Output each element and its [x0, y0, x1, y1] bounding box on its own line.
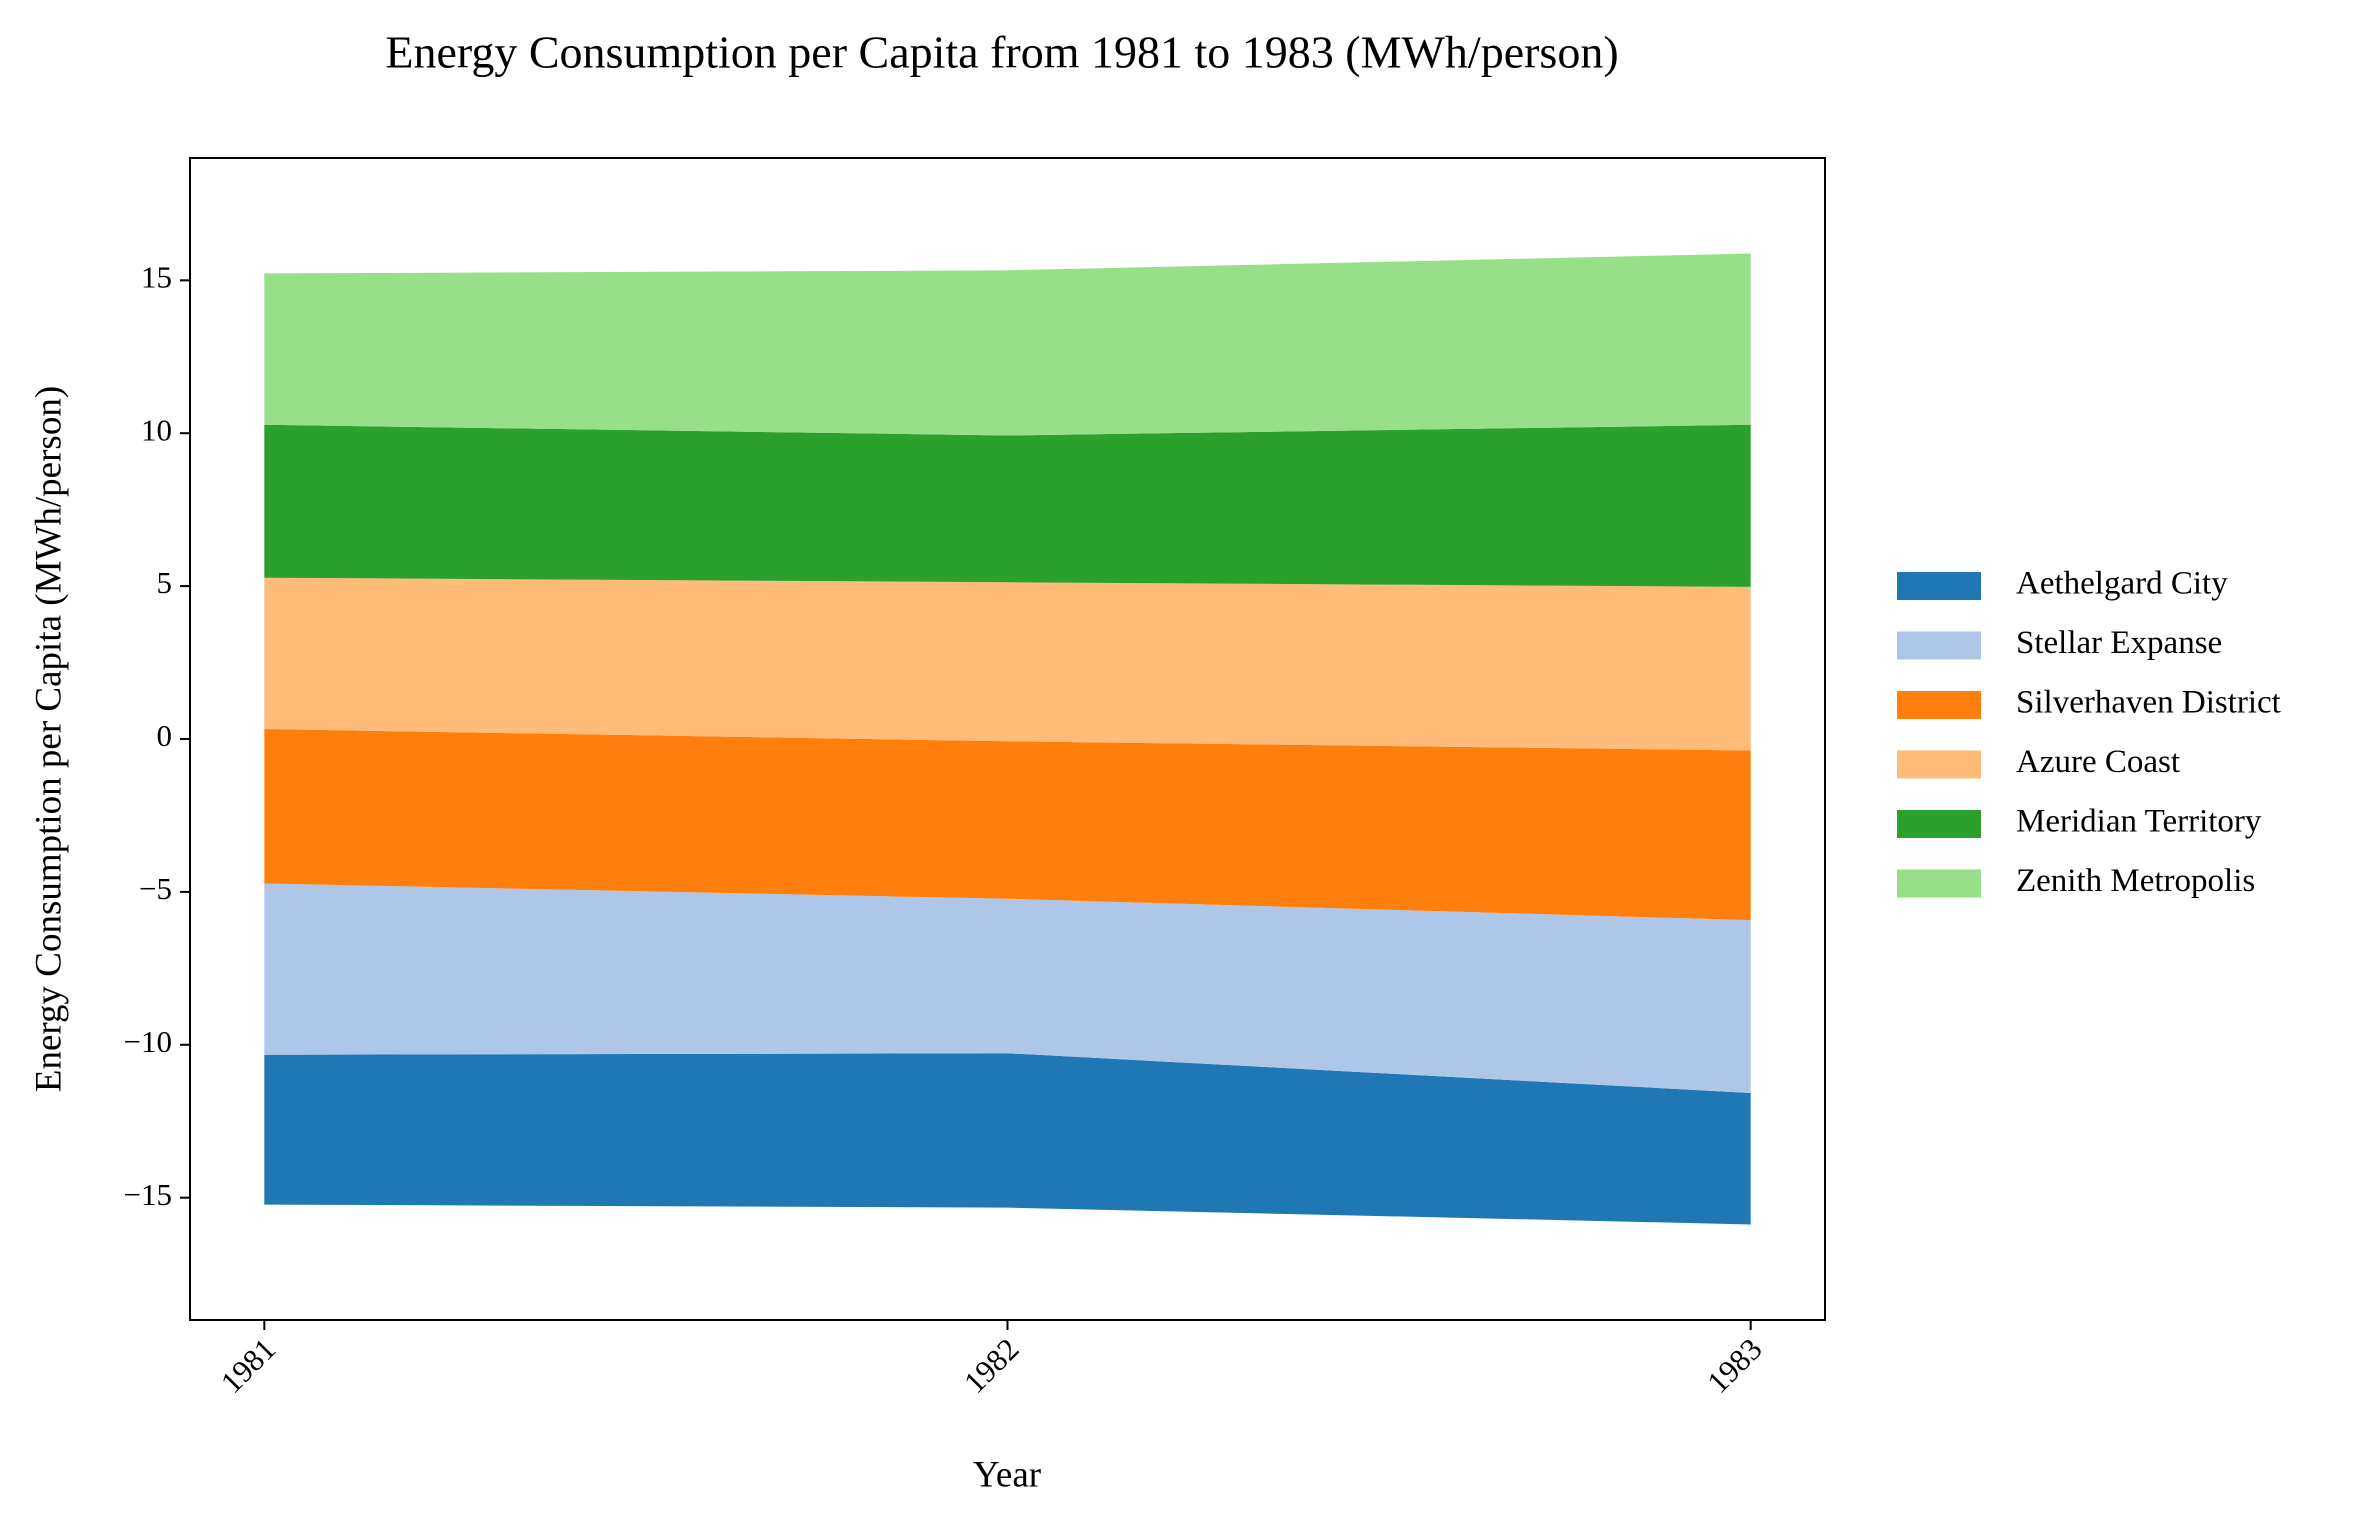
- y-axis-label: Energy Consumption per Capita (MWh/perso…: [28, 386, 69, 1092]
- legend-swatch: [1897, 869, 1981, 898]
- legend-swatch: [1897, 572, 1981, 600]
- stream-area: [264, 883, 1751, 1093]
- y-tick-label: 5: [157, 565, 173, 600]
- stream-area: [264, 729, 1751, 921]
- stream-area: [264, 577, 1751, 751]
- y-tick-label: 0: [157, 718, 173, 753]
- legend-swatch: [1897, 810, 1981, 838]
- legend-swatch: [1897, 691, 1981, 719]
- y-tick-label: −10: [124, 1024, 172, 1059]
- y-tick-label: 15: [141, 259, 172, 294]
- stream-area: [264, 253, 1751, 436]
- legend-label: Azure Coast: [2016, 744, 2180, 780]
- chart-title: Energy Consumption per Capita from 1981 …: [385, 27, 1618, 78]
- legend-label: Meridian Territory: [2016, 804, 2262, 840]
- legend-swatch: [1897, 631, 1981, 660]
- y-tick-label: −15: [124, 1177, 172, 1212]
- stream-area: [264, 1053, 1751, 1225]
- legend-swatch: [1897, 750, 1981, 779]
- x-axis-label: Year: [973, 1454, 1041, 1495]
- legend-label: Stellar Expanse: [2016, 625, 2222, 661]
- y-tick-label: −5: [139, 871, 172, 906]
- legend-label: Aethelgard City: [2016, 566, 2228, 602]
- stream-area: [264, 424, 1751, 587]
- legend-label: Silverhaven District: [2016, 685, 2281, 721]
- legend-label: Zenith Metropolis: [2016, 863, 2255, 899]
- y-tick-label: 10: [141, 412, 172, 447]
